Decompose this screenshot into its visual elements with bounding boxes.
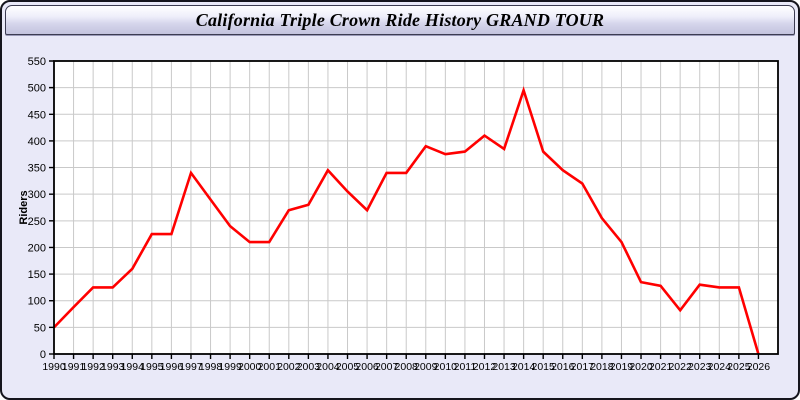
x-tick-label: 1994 (121, 361, 145, 373)
x-tick-label: 2003 (297, 361, 321, 373)
data-series-riders (53, 86, 760, 355)
x-tick-label: 2017 (571, 361, 595, 373)
y-tick-label: 150 (28, 269, 46, 281)
x-tick-label: 1996 (160, 361, 184, 373)
x-tick-label: 1991 (62, 361, 86, 373)
chart-title: California Triple Crown Ride History GRA… (195, 9, 605, 30)
x-tick-label: 2019 (610, 361, 634, 373)
y-tick-label: 300 (28, 189, 46, 201)
x-tick-label: 1992 (81, 361, 105, 373)
y-tick-label: 550 (28, 56, 46, 68)
x-tick-label: 1990 (42, 361, 66, 373)
title-bar: California Triple Crown Ride History GRA… (5, 5, 795, 35)
plot-frame (53, 60, 779, 355)
y-tick-label: 500 (28, 83, 46, 95)
x-tick-label: 2024 (708, 361, 732, 373)
x-tick-label: 2004 (316, 361, 340, 373)
plot-background (54, 61, 778, 354)
x-tick-label: 1993 (101, 361, 125, 373)
y-tick-label: 450 (28, 109, 46, 121)
x-tick-label: 2021 (649, 361, 673, 373)
x-tick-label: 2014 (512, 361, 536, 373)
x-tick-label: 2009 (414, 361, 438, 373)
x-tick-label: 2001 (258, 361, 282, 373)
x-tick-label: 2023 (688, 361, 712, 373)
y-tick-label: 0 (40, 349, 46, 361)
y-axis: 0 50 100 150 200 250 300 350 400 450 500 550 (28, 56, 54, 361)
x-tick-label: 2005 (336, 361, 360, 373)
x-tick-label: 2000 (238, 361, 262, 373)
x-tick-label: 2011 (454, 361, 477, 373)
y-axis-title: Riders (18, 190, 30, 224)
y-tick-label: 200 (28, 242, 46, 254)
x-tick-label: 2015 (532, 361, 556, 373)
x-tick-label: 2025 (727, 361, 751, 373)
x-tick-label: 2026 (747, 361, 771, 373)
y-tick-label: 50 (34, 322, 46, 334)
x-tick-label: 2012 (473, 361, 497, 373)
x-tick-label: 2008 (395, 361, 419, 373)
x-tick-label: 2013 (492, 361, 516, 373)
x-tick-label: 2016 (551, 361, 575, 373)
x-tick-label: 2002 (277, 361, 301, 373)
y-tick-label: 350 (28, 163, 46, 175)
x-tick-label: 2018 (590, 361, 614, 373)
x-tick-label: 1995 (140, 361, 164, 373)
x-tick-label: 2020 (629, 361, 653, 373)
x-tick-label: 1997 (179, 361, 203, 373)
y-tick-label: 400 (28, 136, 46, 148)
y-tick-label: 250 (28, 216, 46, 228)
x-axis: 1990199119921993199419951996199719981999… (42, 354, 770, 373)
x-tick-label: 2010 (434, 361, 458, 373)
x-tick-label: 2022 (668, 361, 692, 373)
x-tick-label: 2007 (375, 361, 399, 373)
y-tick-label: 100 (28, 296, 46, 308)
x-tick-label: 1999 (218, 361, 242, 373)
x-tick-label: 2006 (355, 361, 379, 373)
x-tick-label: 1998 (199, 361, 223, 373)
